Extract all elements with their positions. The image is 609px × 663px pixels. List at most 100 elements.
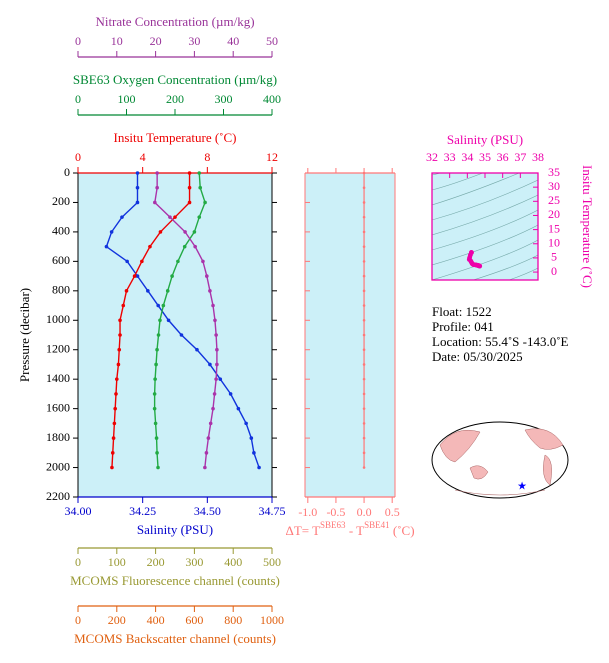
x-tick-label: 12 [266,150,278,164]
profile-point [153,421,158,426]
profile-point [135,171,140,175]
profile-point [117,347,122,352]
profile-point [168,215,172,219]
x-tick-label: 200 [147,555,165,569]
y-tick-label: 600 [52,253,70,267]
profile-point [195,347,199,352]
x-tick-label: 0 [75,92,81,106]
profile-point [116,362,121,367]
density-contours [432,173,538,280]
dt-label-part: ΔT= T [285,523,320,538]
dt-point [362,274,366,278]
profile-point [156,465,160,470]
profile-point [135,200,140,205]
profile-point [249,436,254,440]
x-axis-label: SBE63 Oxygen Concentration (µm/kg) [73,72,277,87]
float-info: Location: 55.4˚S -143.0˚E [432,334,569,349]
profile-point [187,200,192,205]
world-map: ★ [431,421,569,499]
profile-point [197,171,202,175]
profile-point [111,436,116,440]
profile-point [173,215,177,219]
profile-point [124,289,129,293]
ts-x-tick-label: 35 [479,150,491,164]
dt-point [362,201,366,204]
profile-point [252,451,256,455]
profile-point [183,230,187,234]
x-axis-label: MCOMS Backscatter channel (counts) [74,631,276,646]
x-tick-label: 34.00 [65,504,92,518]
profile-point [166,318,171,323]
x-tick-label: 0 [75,613,81,627]
profile-point [158,318,162,323]
dt-label-part: - T [346,523,365,538]
dt-point [362,392,366,396]
ts-y-tick-label: 25 [548,193,560,207]
profile-point [155,185,159,190]
profile-point [104,244,109,249]
profile-point [110,465,114,470]
x-tick-label: 200 [166,92,184,106]
profile-point [114,392,118,396]
profile-point [182,244,187,249]
profile-point [214,333,218,337]
profile-point [257,465,261,470]
profile-point [203,465,207,470]
ts-x-tick-label: 34 [461,150,473,164]
profile-point [165,289,170,293]
profile-point [125,259,129,264]
profile-point [187,171,192,175]
x-tick-label: 10 [111,34,123,48]
ts-y-tick-label: 20 [548,207,560,221]
x-tick-label: 34.50 [194,504,221,518]
profile-point [208,289,212,293]
dt-point [362,422,366,425]
x-tick-label: 800 [224,613,242,627]
y-tick-label: 400 [52,224,70,238]
profile-point [208,362,212,367]
y-tick-label: 0 [64,165,70,179]
profile-point [121,303,126,308]
dt-point [362,289,366,293]
x-tick-label: 300 [215,92,233,106]
profile-point [205,274,209,278]
x-tick-label: 100 [118,92,136,106]
profile-point [118,333,122,337]
profile-point [211,406,215,411]
y-tick-label: 2000 [46,459,70,473]
profile-point [156,303,160,308]
profile-point [140,259,144,264]
dt-label-sup: SBE41 [364,520,390,530]
profile-point [155,347,159,352]
y-tick-label: 200 [52,194,70,208]
x-tick-label: 0 [75,150,81,164]
profile-point [135,185,140,190]
dt-point [362,451,366,455]
profile-point [156,333,161,337]
profile-point [118,318,122,323]
profile-point [176,259,180,264]
dt-point [362,318,366,322]
float-info: Float: 1522 [432,304,492,319]
dt-point [362,466,366,469]
profile-point [198,185,203,190]
float-location-star: ★ [517,481,527,493]
dt-point [362,333,366,337]
profile-point [115,377,119,381]
ts-x-tick-label: 32 [426,150,438,164]
dt-tick-label: 0.5 [385,505,400,519]
profile-point [206,436,211,440]
dt-point [362,348,366,352]
profile-point [112,421,117,426]
profile-point [228,392,233,396]
profile-point [211,303,215,308]
profile-point [120,215,124,219]
x-tick-label: 500 [263,555,281,569]
dt-point [362,377,366,381]
profile-point [212,392,217,396]
profile-point [197,215,202,219]
x-tick-label: 400 [147,613,165,627]
profile-point [208,421,213,426]
y-tick-label: 1800 [46,430,70,444]
x-tick-label: 40 [227,34,239,48]
